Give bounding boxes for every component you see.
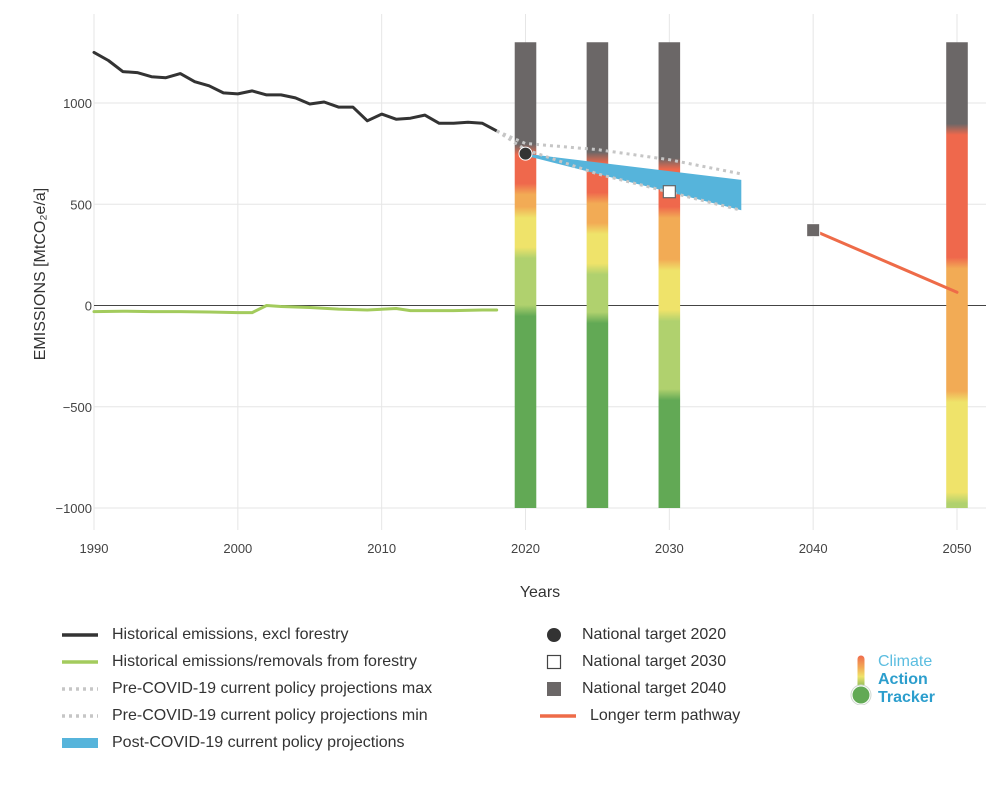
- legend-open-square-icon: [546, 654, 562, 670]
- x-tick-label: 2000: [223, 541, 252, 556]
- legend-filled-square-icon: [547, 682, 561, 696]
- legend-label: Historical emissions/removals from fores…: [112, 653, 417, 670]
- y-tick-label: 1000: [63, 96, 92, 111]
- national-target-2020-marker: [518, 146, 533, 161]
- rating-bar-2025: [586, 42, 609, 508]
- x-axis-title: Years: [520, 584, 560, 601]
- logo-line-3: Tracker: [878, 689, 935, 706]
- rating-bar-2050: [946, 42, 968, 508]
- national-target-2030-marker: [662, 185, 676, 199]
- series-line: [92, 50, 499, 133]
- legend-band-icon: [62, 738, 98, 748]
- y-tick-label: 0: [85, 299, 92, 314]
- grid: [93, 14, 986, 530]
- legend-line-icon: [62, 633, 98, 637]
- legend-item: Post-COVID-19 current policy projections: [60, 733, 405, 753]
- legend-label: Historical emissions, excl forestry: [112, 626, 349, 643]
- chart-markers: [518, 146, 821, 238]
- logo-line-1: Climate: [878, 653, 933, 670]
- x-tick-label: 2020: [511, 541, 540, 556]
- y-tick-label: 500: [70, 197, 92, 212]
- x-tick-label: 2050: [943, 541, 972, 556]
- legend-circle-icon: [547, 628, 561, 642]
- emissions-chart: 1990 2000 2010 2020 2030 2040 2050 1000 500 0 −500…: [32, 14, 986, 601]
- legend-label: Post-COVID-19 current policy projections: [112, 734, 405, 751]
- legend-label: Pre-COVID-19 current policy projections …: [112, 680, 433, 697]
- legend-item: National target 2040: [538, 679, 726, 699]
- national-target-2040-marker: [806, 223, 821, 238]
- legend-label: Longer term pathway: [590, 707, 741, 724]
- rating-bar-2020: [514, 42, 537, 508]
- x-tick-label: 1990: [80, 541, 109, 556]
- legend-label: National target 2040: [582, 680, 727, 697]
- legend-dotted-line-icon: [62, 714, 98, 718]
- rating-bar-2030: [658, 42, 681, 508]
- thermometer-icon: [850, 654, 872, 705]
- legend-item: Historical emissions, excl forestry: [60, 625, 349, 645]
- legend-line-icon: [540, 714, 576, 718]
- y-axis-title: EMISSIONS [MtCO₂e/a]: [32, 188, 49, 360]
- legend-line-icon: [62, 660, 98, 664]
- legend-label: National target 2020: [582, 626, 727, 643]
- legend-item: Longer term pathway: [538, 706, 740, 726]
- x-tick-label: 2010: [367, 541, 396, 556]
- x-tick-label: 2040: [799, 541, 828, 556]
- legend-dotted-line-icon: [62, 687, 98, 691]
- series-dotted-line: [495, 129, 742, 212]
- y-tick-label: −1000: [55, 501, 92, 516]
- series-line: [811, 228, 959, 294]
- legend-label: Pre-COVID-19 current policy projections …: [112, 707, 428, 724]
- legend-item: Historical emissions/removals from fores…: [60, 652, 417, 672]
- x-tick-label: 2030: [655, 541, 684, 556]
- series-line: [92, 304, 499, 315]
- climate-action-tracker-logo: Climate Action Tracker: [850, 653, 960, 706]
- legend-label: National target 2030: [582, 653, 727, 670]
- legend-item: National target 2030: [538, 652, 726, 672]
- axis-ticks: 1990 2000 2010 2020 2030 2040 2050 1000 500 0 −500…: [55, 96, 971, 556]
- legend-item: Pre-COVID-19 current policy projections …: [60, 706, 428, 726]
- logo-line-2: Action: [878, 671, 928, 688]
- y-tick-label: −500: [63, 400, 92, 415]
- chart-series: [92, 50, 959, 315]
- legend-item: National target 2020: [538, 625, 726, 645]
- rating-bars: [514, 42, 968, 508]
- legend-item: Pre-COVID-19 current policy projections …: [60, 679, 432, 699]
